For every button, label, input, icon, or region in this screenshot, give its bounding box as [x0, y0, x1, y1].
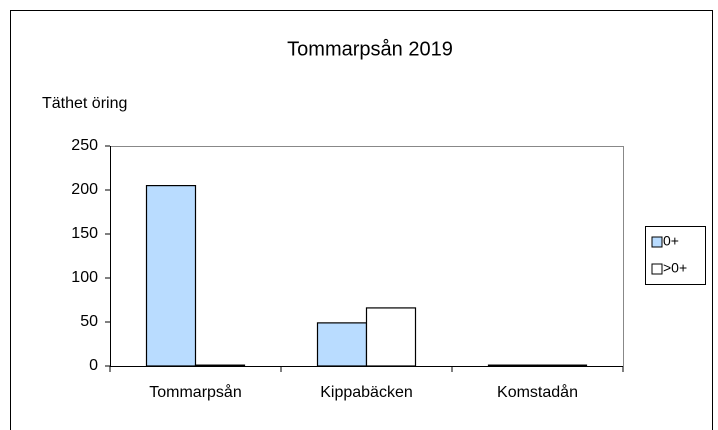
- legend-label: 0+: [663, 233, 679, 249]
- y-tick-label: 250: [71, 137, 98, 154]
- x-tick-label: Komstadån: [497, 383, 578, 401]
- bar: [365, 307, 417, 367]
- y-tick-label: 0: [89, 357, 98, 374]
- chart-title: Tommarpsån 2019: [287, 38, 453, 60]
- legend-label: >0+: [663, 260, 687, 276]
- bar: [536, 364, 588, 367]
- y-tick-label: 200: [71, 181, 98, 198]
- legend-swatch: [651, 263, 663, 275]
- y-tick-label: 150: [71, 225, 98, 242]
- bar: [487, 364, 539, 367]
- chart-frame: [10, 10, 713, 430]
- legend-box: [645, 226, 706, 285]
- bar: [194, 364, 246, 367]
- legend-swatch: [651, 236, 663, 248]
- x-tick-label: Tommarpsån: [149, 383, 241, 401]
- bar: [316, 322, 368, 367]
- y-axis-title: Täthet öring: [42, 95, 127, 112]
- x-tick-label: Kippabäcken: [320, 384, 413, 401]
- plot-border: [110, 146, 624, 366]
- y-tick-label: 100: [71, 269, 98, 286]
- y-tick-label: 50: [80, 313, 98, 330]
- bar: [145, 185, 197, 367]
